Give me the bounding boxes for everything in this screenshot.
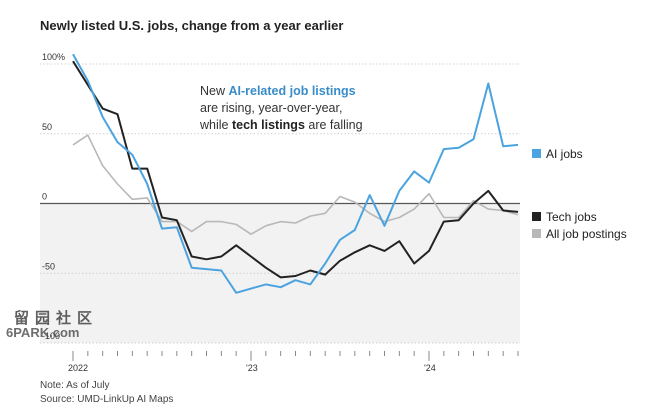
legend-label-ai: AI jobs [546,147,583,161]
y-tick-label: 50 [42,122,52,132]
x-tick-label: '23 [246,363,258,373]
chart-title: Newly listed U.S. jobs, change from a ye… [40,18,344,33]
footnote-note: Note: As of July [40,380,110,391]
negative-region-shade [40,203,520,343]
tick-layer: 100% 50 0 -50 -100 2022 '23 '24 [42,52,519,373]
annotation-line-1: New AI-related job listings [200,84,356,98]
grid-layer [40,63,520,344]
legend-swatch-all [532,229,541,238]
y-tick-label: 100% [42,52,65,62]
series-line-tech [72,60,519,279]
annotation-line-2: are rising, year-over-year, [200,101,342,115]
series-line-all [72,134,519,235]
series-layer [72,53,519,294]
x-tick-label: '24 [424,363,436,373]
annotation-line-3: while tech listings are falling [199,118,363,132]
y-tick-label: -50 [42,261,55,271]
legend-label-tech: Tech jobs [546,210,597,224]
annotation: New AI-related job listings are rising, … [199,84,363,132]
footnote-source: Source: UMD-LinkUp AI Maps [40,394,174,405]
watermark-logo-text: 留园社区 [14,310,99,327]
x-tick-label: 2022 [68,363,88,373]
legend-swatch-tech [532,212,541,221]
legend: AI jobs Tech jobs All job postings [532,147,627,241]
legend-label-all: All job postings [546,227,627,241]
y-tick-label: -100 [42,331,60,341]
legend-swatch-ai [532,149,541,158]
y-tick-label: 0 [42,192,47,202]
watermark-site-text: 6PARK.com [6,325,80,340]
series-line-ai [72,53,519,294]
